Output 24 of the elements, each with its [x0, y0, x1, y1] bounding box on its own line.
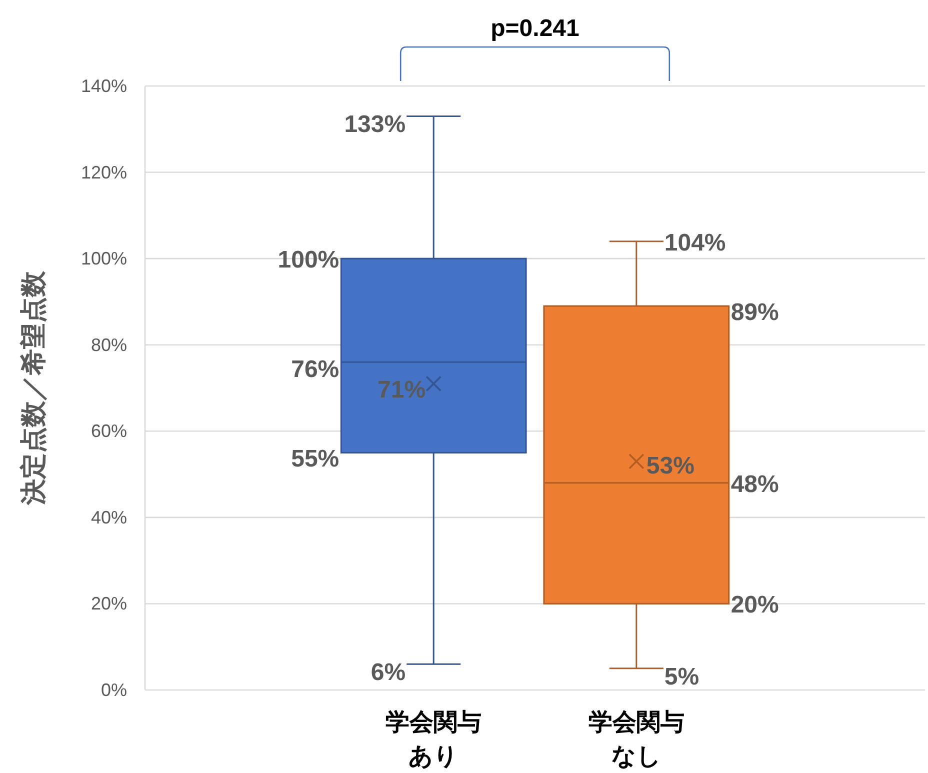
y-tick-label: 0% [100, 680, 127, 700]
text: 71% [378, 376, 426, 404]
y-tick-label: 60% [90, 421, 127, 442]
text: 6% [370, 659, 406, 686]
text: 104% [664, 229, 726, 256]
text: 89% [730, 299, 779, 326]
y-tick-label: 100% [80, 248, 127, 269]
x-tick-label: 学会関与なし [588, 709, 684, 770]
y-axis-title: 決定点数／希望点数 [18, 270, 48, 506]
text: 20% [730, 592, 779, 619]
y-tick-label: 40% [90, 507, 127, 528]
y-tick-label: 20% [90, 594, 127, 614]
text: p=0.241 [490, 15, 580, 42]
text: 76% [291, 356, 340, 384]
text: 5% [664, 663, 700, 690]
x-tick-label: 学会関与あり [386, 709, 482, 770]
y-tick-label: 80% [90, 334, 127, 355]
y-tick-label: 140% [80, 76, 127, 96]
text: 48% [730, 470, 779, 498]
text: 100% [278, 246, 340, 274]
text: 133% [344, 111, 406, 138]
y-tick-label: 120% [80, 162, 127, 182]
text: 53% [646, 452, 694, 480]
text: 55% [291, 446, 340, 473]
